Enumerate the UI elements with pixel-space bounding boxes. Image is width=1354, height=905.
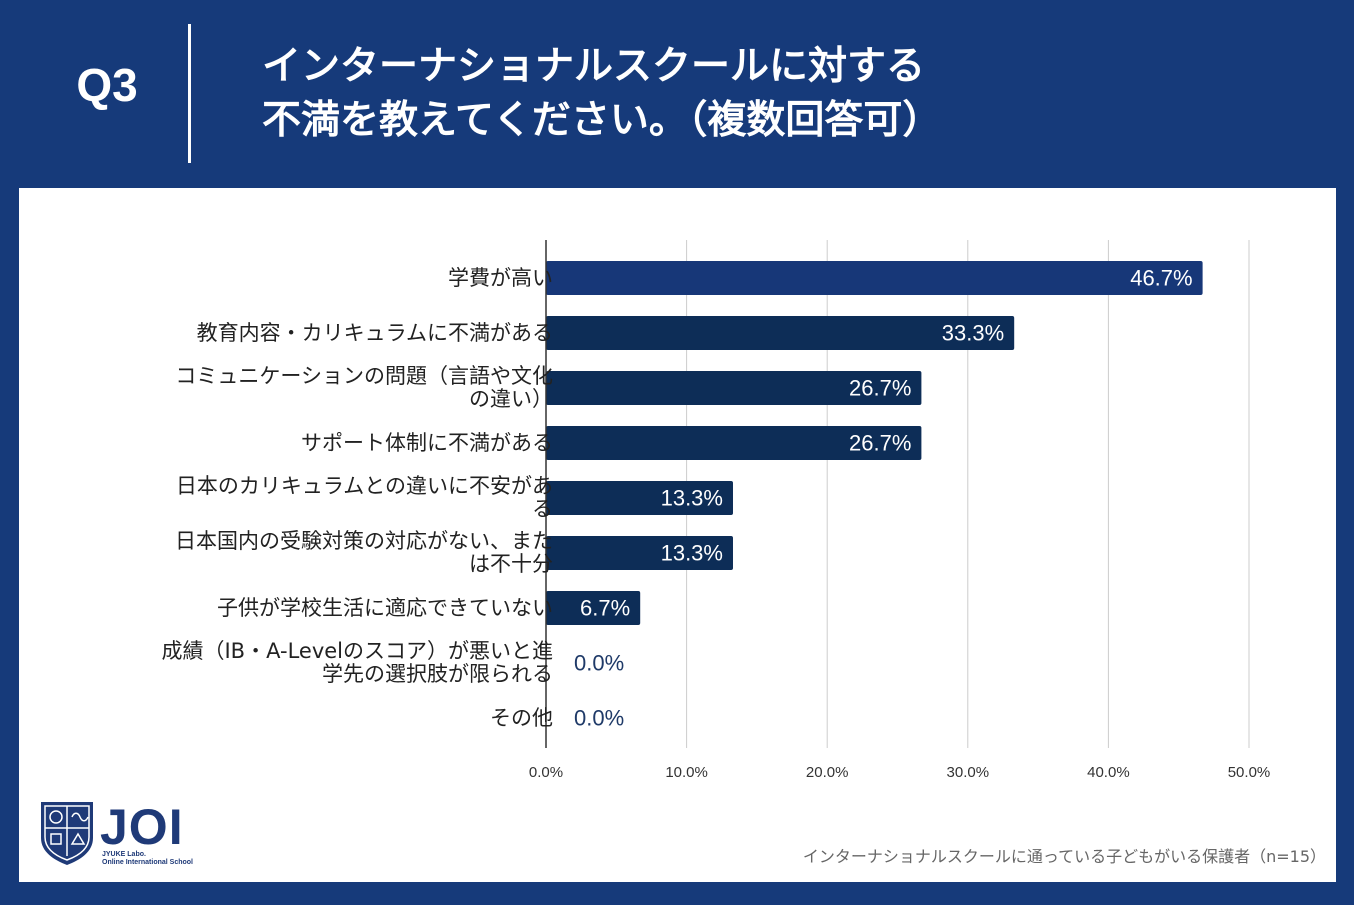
bar-value-label: 26.7% <box>849 376 911 401</box>
bar-value-label: 13.3% <box>661 486 723 511</box>
bar <box>546 316 1015 350</box>
bar-chart: 0.0% 10.0% 20.0% 30.0% 40.0% 50.0% 46.7% 33.3% 2… <box>529 240 1271 781</box>
x-tick-label: 0.0% <box>529 764 563 781</box>
question-number: Q3 <box>76 59 138 111</box>
category-label: 日本国内の受験対策の対応がない、また は不十分 <box>79 530 553 576</box>
x-tick-label: 20.0% <box>806 764 849 781</box>
question-title: インターナショナルスクールに対する 不満を教えてください。（複数回答可） <box>262 40 1322 148</box>
x-tick-label: 40.0% <box>1087 764 1130 781</box>
x-tick-label: 30.0% <box>947 764 990 781</box>
bar <box>546 536 733 570</box>
x-tick-label: 10.0% <box>665 764 708 781</box>
logo-subtitle-2: Online International School <box>102 859 194 866</box>
category-label: コミュニケーションの問題（言語や文化 の違い） <box>79 365 553 411</box>
category-label-line: の違い） <box>469 387 553 411</box>
bar <box>546 481 733 515</box>
category-label: 子供が学校生活に適応できていない <box>79 595 553 620</box>
category-label-line: サポート体制に不満がある <box>301 430 553 455</box>
category-label-line: 子供が学校生活に適応できていない <box>217 595 553 620</box>
header-divider <box>188 24 191 163</box>
chart-panel: 0.0% 10.0% 20.0% 30.0% 40.0% 50.0% 46.7% 33.3% 2… <box>19 188 1336 882</box>
category-label-line: その他 <box>490 705 553 730</box>
category-label-line: 教育内容・カリキュラムに不満がある <box>196 320 553 345</box>
category-label-line: 学費が高い <box>448 265 553 290</box>
joi-logo: JOI JYUKE Labo. Online International Sch… <box>38 798 218 870</box>
category-label: 学費が高い <box>79 265 553 290</box>
category-label-line: 成績（IB・A-Levelのスコア）が悪いと進 <box>161 639 553 663</box>
question-title-line-2: 不満を教えてください。（複数回答可） <box>262 98 942 143</box>
bar-value-label: 46.7% <box>1130 266 1192 291</box>
category-label-line: 日本のカリキュラムとの違いに不安があ <box>175 474 553 498</box>
x-tick-label: 50.0% <box>1228 764 1271 781</box>
bar-value-label: 33.3% <box>942 321 1004 346</box>
category-label-line: る <box>532 497 553 521</box>
category-label: 教育内容・カリキュラムに不満がある <box>79 320 553 345</box>
logo-subtitle-1: JYUKE Labo. <box>102 851 146 858</box>
bar <box>546 371 922 405</box>
category-label-line: 日本国内の受験対策の対応がない、また <box>175 529 553 553</box>
bar <box>546 261 1203 295</box>
category-label: 日本のカリキュラムとの違いに不安がある <box>79 475 553 521</box>
bar-value-label: 6.7% <box>580 596 630 621</box>
category-label-line: コミュニケーションの問題（言語や文化 <box>175 364 553 388</box>
category-label: サポート体制に不満がある <box>79 430 553 455</box>
sample-footnote: インターナショナルスクールに通っている子どもがいる保護者（n=15） <box>802 847 1326 866</box>
bar <box>546 426 922 460</box>
question-title-line-1: インターナショナルスクールに対する <box>262 44 926 89</box>
category-label-line: 学先の選択肢が限られる <box>322 662 553 686</box>
bar <box>546 591 641 625</box>
shield-icon <box>41 802 93 865</box>
bar-value-label: 0.0% <box>574 706 624 731</box>
bar-value-label: 13.3% <box>661 541 723 566</box>
bar-value-label: 26.7% <box>849 431 911 456</box>
category-label: その他 <box>79 705 553 730</box>
category-label: 成績（IB・A-Levelのスコア）が悪いと進 学先の選択肢が限られる <box>79 640 553 686</box>
logo-wordmark: JOI <box>100 799 184 855</box>
bar-value-label: 0.0% <box>574 651 624 676</box>
header-banner: Q3 インターナショナルスクールに対する 不満を教えてください。（複数回答可） <box>0 0 1354 188</box>
category-label-line: は不十分 <box>469 552 553 576</box>
